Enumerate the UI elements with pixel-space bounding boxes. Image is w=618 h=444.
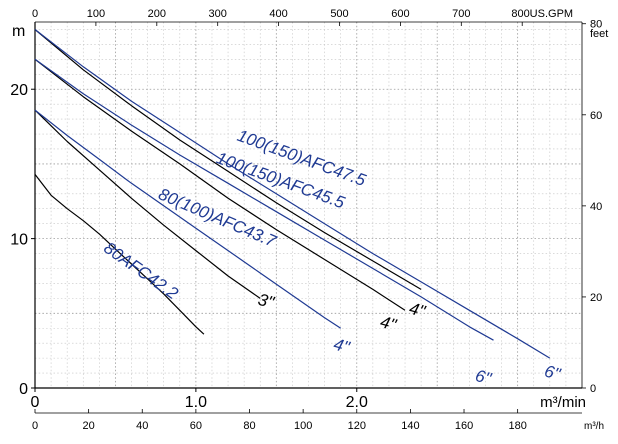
y-tick-label: 10: [10, 232, 28, 249]
grid: [35, 22, 582, 388]
curve-labels: 100(150)AFC47.5100(150)AFC45.580(100)AFC…: [100, 126, 563, 389]
m3h-tick-label: 60: [190, 420, 202, 432]
series-line: [34, 58, 494, 341]
feet-tick-label: 60: [590, 110, 602, 122]
m3h-tick-label: 140: [401, 420, 419, 432]
series-line: [34, 109, 261, 299]
m3h-tick-label: 180: [508, 420, 526, 432]
feet-tick-label: 40: [590, 201, 602, 213]
pipe-size-label: 4": [407, 299, 428, 322]
series-line: [34, 109, 342, 329]
feet-tick-label: 80: [590, 19, 602, 31]
m3h-tick-label: 40: [136, 420, 148, 432]
m3h-tick-label: 120: [348, 420, 366, 432]
gpm-tick-label: 800US.GPM: [511, 8, 573, 20]
gpm-tick-label: 100: [87, 8, 105, 20]
m3h-tick-label: 20: [83, 420, 95, 432]
gpm-tick-label: 200: [148, 8, 166, 20]
x-tick-label: 0: [31, 394, 40, 411]
m3h-unit-label: m³/h: [584, 421, 604, 432]
y-tick-label: 20: [10, 82, 28, 99]
series-line: [34, 58, 406, 311]
series-line: [34, 174, 205, 335]
series-lines: [34, 29, 551, 359]
pipe-size-label: 6": [542, 362, 563, 385]
series-line: [34, 29, 551, 359]
series-line: [34, 29, 422, 290]
m3h-tick-label: 80: [243, 420, 255, 432]
feet-tick-label: 0: [590, 383, 596, 395]
pipe-size-label: 6": [473, 366, 494, 389]
gpm-tick-label: 500: [330, 8, 348, 20]
curve-model-label: 80(100)AFC43.7: [156, 184, 280, 251]
axes: [34, 21, 583, 414]
y-tick-label: 0: [19, 381, 28, 398]
feet-tick-label: 20: [590, 292, 602, 304]
pipe-size-label: 4": [378, 312, 399, 335]
x-unit-label: m³/min: [540, 394, 586, 411]
m3h-tick-label: 160: [455, 420, 473, 432]
curve-model-label: 80AFC42.2: [100, 238, 182, 303]
gpm-tick-label: 0: [32, 8, 38, 20]
x-tick-label: 2.0: [346, 394, 368, 411]
pipe-size-label: 3": [256, 290, 277, 313]
pipe-size-label: 4": [332, 335, 353, 358]
gpm-tick-label: 400: [269, 8, 287, 20]
feet-unit-label: feet: [590, 28, 608, 40]
y-unit-label: m: [12, 23, 25, 40]
m3h-tick-label: 100: [294, 420, 312, 432]
gpm-tick-label: 700: [452, 8, 470, 20]
m3h-tick-label: 0: [32, 420, 38, 432]
gpm-tick-label: 300: [209, 8, 227, 20]
gpm-tick-label: 600: [391, 8, 409, 20]
x-tick-label: 1.0: [185, 394, 207, 411]
